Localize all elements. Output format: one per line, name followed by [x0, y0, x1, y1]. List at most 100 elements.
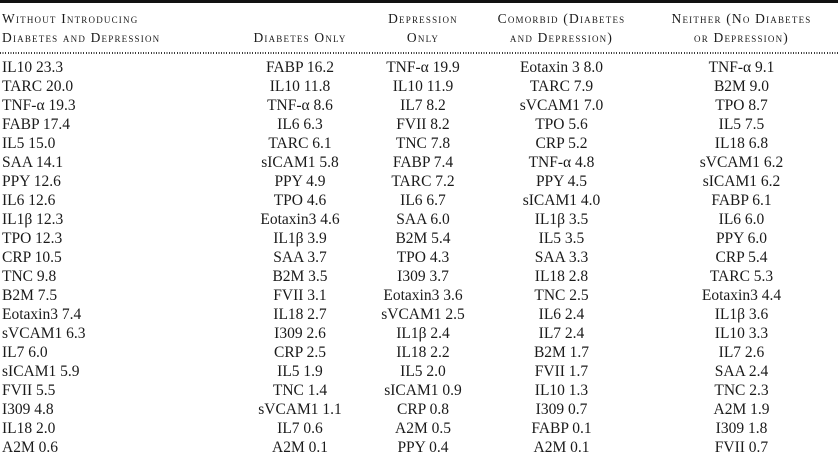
table-cell: TNF-α 19.9: [386, 59, 460, 76]
table-cell: sVCAM1 7.0: [519, 97, 604, 114]
table-cell: IL10 11.9: [392, 78, 454, 95]
table-cell: A2M 0.5: [395, 420, 451, 437]
table-cell: IL7 6.0: [2, 344, 48, 361]
table-cell: FVII 5.5: [2, 382, 56, 399]
table-cell: IL1β 2.4: [396, 325, 450, 342]
table-cell: TARC 5.3: [709, 268, 774, 285]
header-line: and Depression): [509, 30, 614, 45]
table-body: IL10 23.3 TARC 20.0 TNF-α 19.3 FABP 17.4 IL5…: [0, 54, 838, 457]
table-cell: FVII 0.7: [714, 439, 769, 456]
table-cell: Eotaxin3 7.4: [2, 306, 82, 323]
table-cell: sICAM1 5.8: [261, 154, 339, 171]
table-cell: IL1β 12.3: [2, 211, 64, 228]
table-cell: I309 3.7: [397, 268, 449, 285]
column-header-depression-only: Depression Only: [368, 9, 478, 47]
table-cell: A2M 0.1: [533, 439, 590, 456]
table-cell: PPY 4.5: [535, 173, 588, 190]
table-cell: TPO 5.6: [535, 116, 588, 133]
table-cell: FABP 0.1: [531, 420, 592, 437]
table-cell: IL18 2.7: [273, 306, 327, 323]
table-cell: TNC 7.8: [395, 135, 451, 152]
table-cell: IL6 6.7: [400, 192, 446, 209]
table-cell: Eotaxin3 3.6: [383, 287, 463, 304]
header-line: Diabetes and Depression: [2, 30, 161, 45]
table-column-depression-only: TNF-α 19.9 IL10 11.9 IL7 8.2 FVII 8.2 TNC 7.…: [368, 58, 478, 457]
table-cell: A2M 0.1: [272, 439, 328, 456]
table-cell: FVII 8.2: [396, 116, 450, 133]
table-column-neither: TNF-α 9.1 B2M 9.0 TPO 8.7 IL5 7.5 IL18 6.8 sV…: [645, 58, 838, 457]
table-cell: IL18 2.8: [534, 268, 589, 285]
table-cell: TPO 12.3: [2, 230, 63, 247]
table-cell: IL6 6.3: [277, 116, 323, 133]
table-cell: TNC 1.4: [272, 382, 328, 399]
table-cell: IL6 12.6: [2, 192, 56, 209]
table-cell: Eotaxin 3 8.0: [519, 59, 604, 76]
table-cell: TNF-α 9.1: [708, 59, 775, 76]
table-cell: IL5 15.0: [2, 135, 56, 152]
table-top-border: [0, 0, 838, 3]
table-cell: PPY 4.9: [274, 173, 326, 190]
table-cell: sVCAM1 2.5: [381, 306, 465, 323]
header-line: or Depression): [694, 30, 789, 45]
table-cell: TNF-α 19.3: [2, 97, 76, 114]
header-separator-dotted-rule: [0, 52, 838, 54]
table-cell: Eotaxin3 4.4: [701, 287, 782, 304]
table-cell: IL5 7.5: [718, 116, 765, 133]
table-cell: CRP 5.2: [535, 135, 588, 152]
table-cell: IL5 2.0: [400, 363, 446, 380]
table-cell: TARC 7.2: [391, 173, 455, 190]
table-cell: B2M 1.7: [533, 344, 590, 361]
table-cell: SAA 6.0: [396, 211, 450, 228]
table-cell: sVCAM1 6.2: [699, 154, 784, 171]
table-cell: IL7 0.6: [277, 420, 323, 437]
table-cell: FABP 17.4: [2, 116, 71, 133]
table-cell: sICAM1 6.2: [702, 173, 781, 190]
header-line: Depression: [388, 11, 458, 26]
table-cell: IL7 2.4: [538, 325, 585, 342]
table-cell: IL6 2.4: [538, 306, 585, 323]
table-cell: TNF-α 4.8: [528, 154, 595, 171]
table-cell: IL10 11.8: [269, 78, 331, 95]
table-cell: FVII 1.7: [534, 363, 589, 380]
table-cell: I309 4.8: [2, 401, 54, 418]
table-cell: A2M 0.6: [2, 439, 58, 456]
table-cell: FABP 6.1: [711, 192, 772, 209]
table-cell: CRP 0.8: [397, 401, 449, 418]
table-cell: TNF-α 8.6: [267, 97, 333, 114]
table-cell: TNC 2.3: [714, 382, 769, 399]
table-cell: sICAM1 4.0: [522, 192, 601, 209]
header-line: Only: [406, 30, 440, 45]
table-cell: IL18 2.2: [396, 344, 450, 361]
table-cell: sVCAM1 1.1: [258, 401, 342, 418]
table-cell: CRP 5.4: [715, 249, 768, 266]
table-cell: FABP 7.4: [392, 154, 454, 171]
table-cell: IL10 1.3: [534, 382, 589, 399]
column-header-diabetes-only: Diabetes Only: [232, 9, 368, 47]
table-column-diabetes-only: FABP 16.2 IL10 11.8 TNF-α 8.6 IL6 6.3 TARC 6…: [232, 58, 368, 457]
table-cell: SAA 3.3: [534, 249, 589, 266]
table-cell: B2M 9.0: [713, 78, 770, 95]
table-header-row: Without Introducing Diabetes and Depress…: [0, 3, 838, 52]
table-cell: PPY 12.6: [2, 173, 61, 190]
table-cell: IL1β 3.6: [714, 306, 769, 323]
table-cell: I309 1.8: [715, 420, 768, 437]
table-cell: TPO 4.3: [396, 249, 450, 266]
table-cell: IL18 2.0: [2, 420, 56, 437]
table-cell: IL10 23.3: [2, 59, 64, 76]
table-cell: Eotaxin3 4.6: [260, 211, 340, 228]
table-cell: TPO 4.6: [273, 192, 327, 209]
table-cell: TARC 6.1: [268, 135, 332, 152]
header-line: Diabetes Only: [253, 30, 347, 45]
table-cell: PPY 6.0: [715, 230, 768, 247]
header-line: Neither (No Diabetes: [671, 11, 812, 26]
table-cell: CRP 10.5: [2, 249, 62, 266]
column-header-neither: Neither (No Diabetes or Depression): [645, 9, 838, 47]
table-cell: SAA 3.7: [273, 249, 327, 266]
table-cell: sICAM1 5.9: [2, 363, 80, 380]
table-cell: SAA 2.4: [714, 363, 769, 380]
header-line: Without Introducing: [2, 11, 139, 26]
table-cell: TNC 2.5: [534, 287, 589, 304]
header-line: Comorbid (Diabetes: [497, 11, 626, 26]
table-cell: IL5 1.9: [277, 363, 323, 380]
